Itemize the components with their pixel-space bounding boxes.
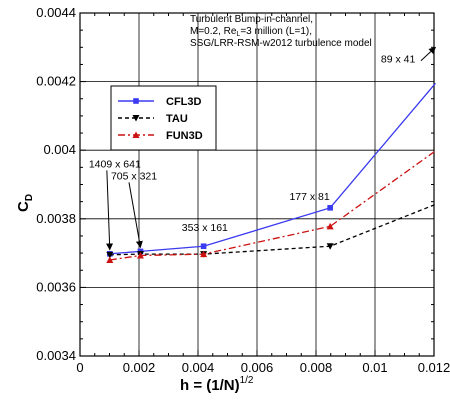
grid-size-label: 353 x 161 bbox=[182, 222, 228, 234]
y-tick-label: 0.0042 bbox=[36, 74, 76, 89]
title-line-3: SSG/LRR-RSM-w2012 turbulence model bbox=[190, 38, 372, 49]
x-axis-title: h = (1/N)1/2 bbox=[180, 375, 254, 394]
x-tick-label: 0.002 bbox=[123, 360, 156, 375]
data-point-tau bbox=[326, 243, 334, 250]
title-sub-l: L bbox=[236, 31, 240, 38]
y-tick-label: 0.0044 bbox=[36, 5, 76, 20]
data-point-fun3d bbox=[326, 222, 334, 230]
series-line-fun3d bbox=[109, 150, 436, 261]
x-tick-label: 0.004 bbox=[182, 360, 215, 375]
legend-label-tau: TAU bbox=[166, 113, 188, 125]
data-series bbox=[106, 82, 436, 263]
legend-marker-fun3d bbox=[132, 131, 140, 138]
legend-label-fun3d: FUN3D bbox=[166, 130, 203, 142]
legend-label-cfl3d: CFL3D bbox=[166, 96, 202, 108]
y-tick-label: 0.0038 bbox=[36, 211, 76, 226]
series-line-tau bbox=[109, 203, 436, 256]
legend-marker-tau bbox=[132, 115, 140, 122]
x-tick-label: 0.006 bbox=[241, 360, 274, 375]
y-axis-title-text: C bbox=[15, 201, 32, 212]
legend-marker-cfl3d bbox=[133, 98, 139, 104]
x-axis-title-text: h = (1/N) bbox=[180, 377, 240, 394]
x-axis-title-sup: 1/2 bbox=[240, 375, 254, 386]
grid-lines bbox=[80, 13, 434, 356]
y-axis-title: CD bbox=[15, 194, 35, 212]
y-tick-label: 0.0036 bbox=[36, 279, 76, 294]
annotation-arrow bbox=[106, 170, 114, 251]
y-axis-title-sub: D bbox=[24, 194, 35, 201]
grid-size-label: 89 x 41 bbox=[381, 54, 416, 66]
grid-size-label: 705 x 321 bbox=[111, 170, 157, 182]
x-tick-label: 0.012 bbox=[418, 360, 450, 375]
title-line-2: M=0.2, ReL=3 million (L=1), bbox=[190, 26, 312, 38]
title-line-1: Turbulent Bump-in-channel, bbox=[190, 14, 313, 25]
data-point-fun3d bbox=[136, 252, 144, 259]
data-point-fun3d bbox=[106, 256, 114, 263]
title-line-2-part-a: M=0.2, Re bbox=[190, 26, 237, 37]
data-point-fun3d bbox=[200, 250, 208, 258]
y-tick-label: 0.004 bbox=[43, 142, 76, 157]
axes: 0 0.002 0.004 0.006 0.008 0.01 0.012 0.0034 0.00… bbox=[36, 5, 450, 375]
data-point-tau bbox=[106, 251, 114, 259]
y-tick-label: 0.0034 bbox=[36, 348, 76, 363]
data-point-cfl3d bbox=[200, 243, 207, 250]
x-tick-label: 0 bbox=[76, 360, 83, 375]
chart-title: Turbulent Bump-in-channel, M=0.2, ReL=3 … bbox=[190, 14, 372, 49]
grid-size-label: 1409 x 641 bbox=[89, 158, 141, 170]
x-tick-label: 0.01 bbox=[362, 360, 387, 375]
grid-size-label: 177 x 81 bbox=[289, 191, 329, 203]
data-point-cfl3d bbox=[327, 205, 333, 211]
plot-frame bbox=[79, 12, 435, 357]
title-line-2-part-b: =3 million (L=1), bbox=[240, 26, 312, 37]
legend: CFL3D TAU FUN3D bbox=[110, 85, 217, 151]
x-tick-label: 0.008 bbox=[300, 360, 333, 375]
annotation-arrow bbox=[128, 182, 143, 249]
annotation-arrow bbox=[420, 46, 436, 62]
